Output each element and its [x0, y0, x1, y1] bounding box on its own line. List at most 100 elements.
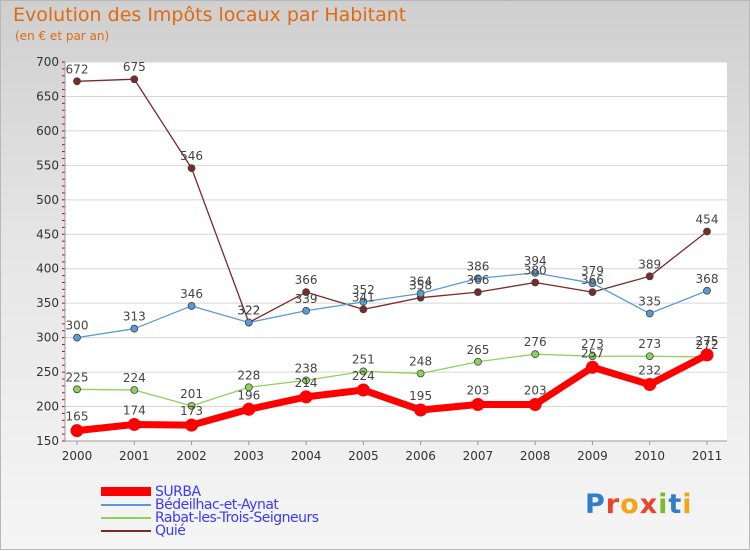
x-tick-label: 2007 [463, 449, 494, 463]
data-label: 251 [352, 352, 375, 366]
x-tick-label: 2003 [234, 449, 265, 463]
data-label: 366 [466, 273, 489, 287]
data-point [359, 305, 368, 314]
y-tick-label: 300 [36, 331, 59, 345]
legend: SURBA Bédeilhac-et-Aynat Rabat-les-Trois… [101, 483, 319, 539]
data-point [187, 302, 196, 310]
legend-swatch-rabat [101, 516, 151, 519]
data-point [185, 418, 199, 432]
data-point [531, 278, 540, 287]
data-point [531, 268, 540, 277]
y-tick-label: 450 [36, 227, 59, 241]
data-label: 273 [581, 337, 604, 351]
logo-letter: r [605, 489, 621, 520]
legend-label-rabat: Rabat-les-Trois-Seigneurs [155, 509, 319, 526]
data-point [130, 324, 139, 333]
data-label: 346 [180, 287, 203, 301]
data-point [416, 369, 425, 378]
data-point [645, 272, 654, 281]
series-line-surba [76, 351, 709, 435]
y-tick-label: 400 [36, 262, 59, 276]
data-point [700, 348, 714, 362]
data-point [302, 288, 310, 297]
legend-label-surba: SURBA [155, 483, 201, 500]
legend-label-bedeilhac: Bédeilhac-et-Aynat [155, 496, 279, 513]
data-label: 339 [295, 292, 318, 306]
data-label: 273 [638, 337, 661, 351]
data-point [645, 352, 654, 361]
legend-item-rabat: Rabat-les-Trois-Seigneurs [101, 509, 319, 526]
data-label: 228 [237, 368, 260, 382]
plot-area [65, 62, 727, 441]
series-line-qui- [76, 78, 708, 324]
data-point [703, 286, 711, 295]
data-label: 173 [180, 404, 203, 418]
y-tick-label: 600 [36, 124, 59, 138]
data-point [73, 385, 81, 394]
legend-swatch-surba [101, 487, 151, 496]
data-label: 335 [638, 295, 661, 309]
y-tick-label: 700 [36, 55, 59, 69]
series-line-b-deilhac-et-aynat [76, 272, 708, 339]
data-label: 675 [123, 60, 146, 74]
data-label: 196 [237, 388, 260, 402]
data-point [73, 77, 81, 86]
data-point [187, 164, 196, 173]
x-tick-label: 2010 [634, 449, 665, 463]
data-point [302, 306, 310, 315]
data-label: 366 [295, 273, 318, 287]
data-point [299, 390, 313, 404]
data-point [130, 386, 139, 394]
data-label: 358 [409, 279, 432, 293]
data-label: 380 [524, 264, 547, 278]
data-label: 672 [66, 62, 89, 76]
logo-letter: t [668, 489, 683, 520]
data-point [359, 297, 368, 306]
data-point [244, 383, 253, 392]
chart-subtitle: (en € et par an) [15, 29, 110, 43]
data-label: 203 [524, 383, 547, 397]
chart-title: Evolution des Impôts locaux par Habitant [13, 4, 407, 26]
data-label: 265 [466, 343, 489, 357]
logo-letter: i [682, 489, 693, 520]
data-point [187, 401, 196, 410]
x-tick-label: 2008 [520, 449, 551, 463]
data-point [70, 424, 84, 438]
data-point [703, 227, 711, 236]
data-point [474, 288, 482, 297]
x-tick-label: 2000 [62, 449, 93, 463]
data-point [356, 383, 370, 397]
data-label: 366 [581, 273, 604, 287]
y-tick-label: 150 [36, 434, 59, 448]
data-point [588, 288, 597, 297]
legend-item-bedeilhac: Bédeilhac-et-Aynat [101, 496, 319, 513]
data-point [302, 376, 310, 385]
y-tick-label: 500 [36, 193, 59, 207]
data-label: 454 [696, 213, 719, 227]
series-line-rabat-les-trois-seigneurs [76, 353, 708, 407]
data-label: 341 [352, 290, 375, 304]
data-label: 546 [180, 149, 203, 163]
data-label: 257 [581, 346, 604, 360]
data-point [528, 397, 542, 411]
legend-item-quie: Quié [101, 522, 319, 539]
data-label: 313 [123, 310, 146, 324]
legend-item-surba: SURBA [101, 483, 319, 500]
data-label: 394 [524, 254, 547, 268]
logo-letter: o [620, 489, 640, 520]
x-tick-label: 2006 [405, 449, 436, 463]
data-label: 248 [409, 354, 432, 368]
y-tick-label: 350 [36, 296, 59, 310]
data-label: 379 [581, 264, 604, 278]
logo-letter: x [639, 489, 659, 520]
x-tick-label: 2005 [348, 449, 379, 463]
legend-swatch-bedeilhac [101, 503, 151, 506]
data-label: 214 [295, 376, 318, 390]
data-label: 272 [696, 338, 719, 352]
data-label: 165 [66, 410, 89, 424]
legend-label-quie: Quié [155, 522, 186, 539]
data-label: 322 [237, 303, 260, 317]
data-point [474, 357, 482, 366]
